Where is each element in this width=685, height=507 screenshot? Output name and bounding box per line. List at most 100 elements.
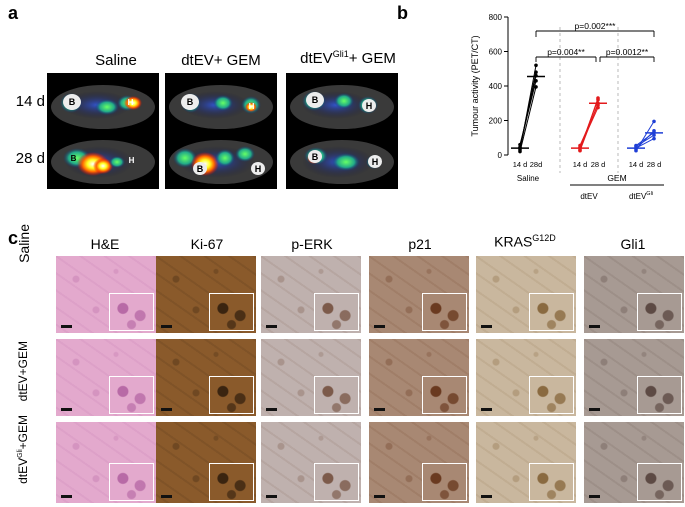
x-tick-label: 14 d (513, 160, 528, 169)
x-tick-label: 28d (530, 160, 543, 169)
x-tick-label: 14 d (629, 160, 644, 169)
x-tick-label: 28 d (647, 160, 662, 169)
data-point (596, 96, 600, 100)
scale-bar (589, 408, 600, 411)
zoom-inset (209, 376, 254, 414)
ihc-row-dtev-gli-gem: dtEVGli+GEM (16, 415, 30, 484)
ihc-column-kras-g12d: KRASG12D (494, 233, 556, 250)
zoom-inset (109, 293, 154, 331)
y-tick-label: 600 (489, 48, 503, 57)
ihc-image-kras-g12d-dtev-gem (476, 339, 576, 416)
ihc-image-perk-dtev-gli-gem (261, 422, 361, 503)
group-label-saline: Saline (517, 174, 540, 183)
organ-heart-marker: H (251, 162, 265, 175)
tumour-activity-chart: 0 200 400 600 800 Tumour activity (PET/CT) p=… (470, 13, 664, 201)
scale-bar (374, 408, 385, 411)
ihc-image-perk-saline (261, 256, 361, 333)
data-point (518, 149, 522, 154)
scale-bar (266, 408, 277, 411)
series-line (635, 130, 655, 150)
group-label-gem: GEM (607, 173, 626, 183)
pet-image-dtev-gli1-gem-14d: B H (286, 73, 398, 137)
scale-bar (61, 495, 72, 498)
panel-c-letter: c (8, 228, 19, 248)
series-line (579, 107, 599, 148)
zoom-inset (637, 293, 682, 331)
scale-bar (481, 408, 492, 411)
zoom-inset (637, 376, 682, 414)
ihc-image-he-dtev-gem (56, 339, 156, 416)
organ-bone-marker: B (306, 92, 324, 108)
group-label-dtev: dtEV (580, 192, 598, 201)
ihc-image-gli1-saline (584, 256, 684, 333)
pet-image-dtev-gem-28d: B H (165, 134, 277, 189)
organ-heart-marker: H (248, 102, 255, 111)
ihc-image-ki67-saline (156, 256, 256, 333)
scale-bar (481, 325, 492, 328)
y-tick-label: 800 (489, 13, 503, 22)
zoom-inset (109, 463, 154, 501)
scale-bar (481, 495, 492, 498)
organ-bone-marker: B (181, 94, 199, 110)
sig-label: p=0.004** (547, 47, 585, 57)
scale-bar (161, 495, 172, 498)
pet-image-saline-28d: B H (47, 134, 159, 189)
zoom-inset (314, 463, 359, 501)
organ-bone-marker: B (308, 150, 322, 163)
scale-bar (61, 408, 72, 411)
x-tick-label: 14 d (573, 160, 588, 169)
scale-bar (161, 325, 172, 328)
sig-label: p=0.002*** (575, 21, 617, 31)
organ-heart-marker: H (128, 156, 135, 165)
organ-heart-marker: H (127, 98, 134, 107)
ihc-row-saline: Saline (16, 224, 32, 263)
zoom-inset (637, 463, 682, 501)
ihc-image-gli1-dtev-gem (584, 339, 684, 416)
ihc-image-gli1-dtev-gli-gem (584, 422, 684, 503)
y-tick-label: 400 (489, 82, 503, 91)
series-line (635, 134, 655, 147)
x-tick-label: 28 d (591, 160, 606, 169)
panel-b-letter: b (397, 3, 408, 23)
ihc-column-perk: p-ERK (291, 236, 333, 252)
y-tick-label: 200 (489, 117, 503, 126)
ihc-image-perk-dtev-gem (261, 339, 361, 416)
data-point (596, 105, 600, 110)
series-line (519, 75, 537, 149)
pet-image-saline-14d: B H (47, 73, 159, 137)
data-point (652, 133, 656, 137)
ihc-image-kras-g12d-saline (476, 256, 576, 333)
ihc-column-gli1: Gli1 (620, 236, 646, 252)
ihc-image-he-saline (56, 256, 156, 333)
pet-image-dtev-gem-14d: B H (165, 73, 277, 137)
scale-bar (374, 495, 385, 498)
ihc-image-ki67-dtev-gem (156, 339, 256, 416)
series-line (635, 138, 655, 149)
pet-column-dtev-gli1-gem: dtEVGli1+ GEM (300, 49, 396, 67)
ihc-column-he: H&E (90, 236, 120, 252)
ihc-column-p21: p21 (408, 236, 432, 252)
scale-bar (161, 408, 172, 411)
series-line (635, 132, 655, 146)
zoom-inset (109, 376, 154, 414)
ihc-image-ki67-dtev-gli-gem (156, 422, 256, 503)
y-axis-title: Tumour activity (PET/CT) (470, 35, 480, 136)
zoom-inset (314, 293, 359, 331)
ihc-image-p21-dtev-gem (369, 339, 469, 416)
y-tick-label: 0 (498, 151, 503, 160)
ihc-column-ki67: Ki-67 (190, 236, 224, 252)
scale-bar (266, 325, 277, 328)
scale-bar (374, 325, 385, 328)
pet-row-28d: 28 d (15, 150, 45, 167)
pet-row-14d: 14 d (15, 93, 45, 110)
panel-a-letter: a (8, 3, 19, 23)
zoom-inset (529, 463, 574, 501)
zoom-inset (422, 293, 467, 331)
organ-heart-marker: H (368, 155, 382, 168)
group-label-dtev-gli: dtEVGli (629, 191, 653, 201)
data-point (534, 70, 538, 74)
scale-bar (61, 325, 72, 328)
data-point (596, 103, 600, 107)
organ-bone-marker: B (63, 94, 81, 110)
data-point (534, 63, 538, 68)
